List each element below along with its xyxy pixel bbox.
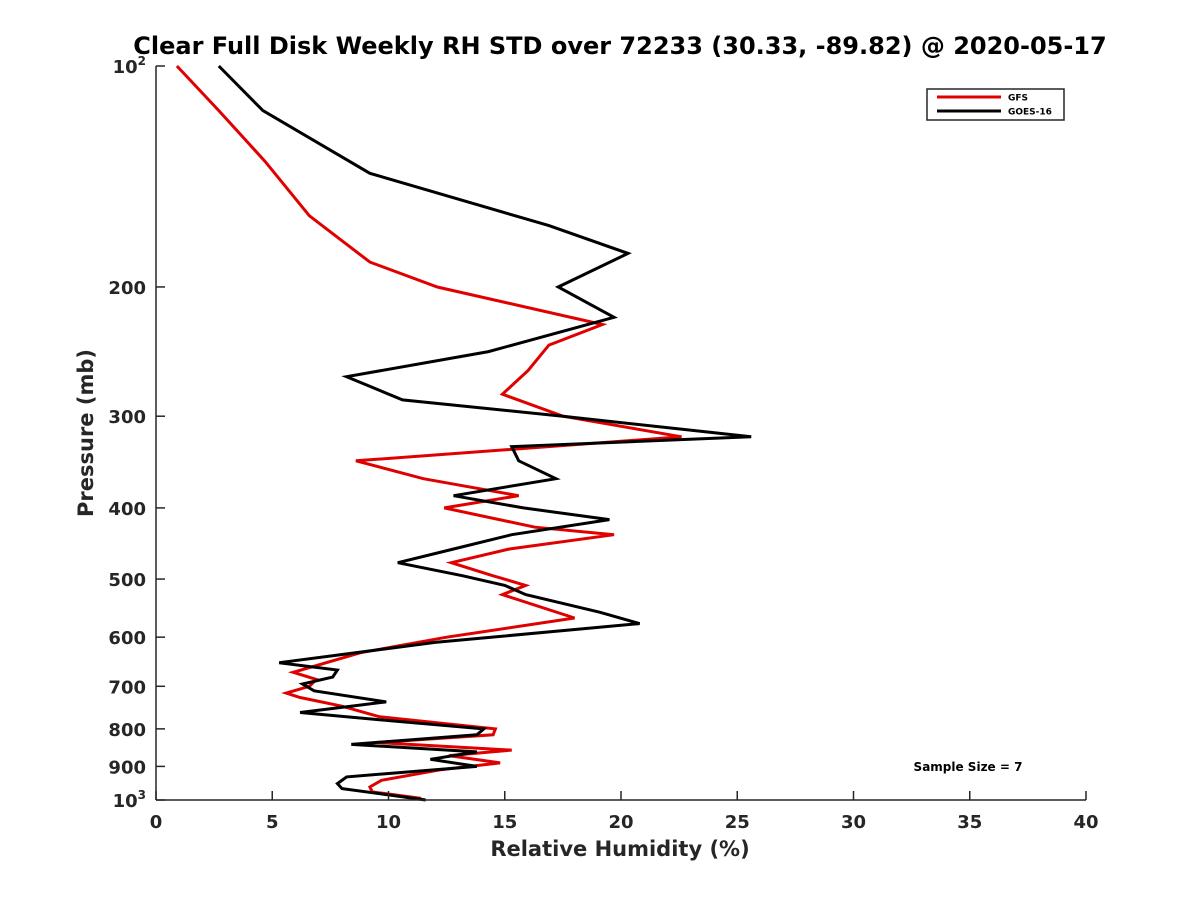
x-tick-label: 20	[608, 812, 633, 833]
x-tick-label: 0	[150, 812, 163, 833]
x-tick-label: 35	[957, 812, 982, 833]
axes: 0 5 10 15 20 25 30 35 40 102 200 300 400 500 600 700 800…	[108, 54, 1098, 833]
x-tick-label: 10	[376, 812, 401, 833]
legend-label: GOES-16	[1008, 108, 1052, 118]
x-tick-label: 25	[725, 812, 750, 833]
y-tick-label: 300	[108, 407, 146, 428]
legend-label: GFS	[1008, 94, 1028, 104]
x-tick-label: 30	[841, 812, 866, 833]
legend: GFS GOES-16	[926, 88, 1065, 121]
y-tick-label: 600	[108, 628, 146, 649]
y-tick-label: 700	[108, 677, 146, 698]
y-tick-label: 200	[108, 278, 146, 299]
plot-area	[175, 64, 752, 802]
sample-size-annotation: Sample Size = 7	[914, 760, 1023, 774]
y-tick-label: 900	[108, 757, 146, 778]
y-tick-label: 103	[113, 788, 146, 812]
x-tick-label: 5	[266, 812, 279, 833]
y-axis-label: Pressure (mb)	[74, 349, 98, 517]
y-tick-label: 500	[108, 570, 146, 591]
legend-box	[926, 88, 1065, 121]
x-tick-label: 15	[492, 812, 517, 833]
x-tick-label: 40	[1073, 812, 1098, 833]
y-tick-label: 800	[108, 720, 146, 741]
y-tick-label: 400	[108, 499, 146, 520]
chart-title: Clear Full Disk Weekly RH STD over 72233…	[133, 32, 1106, 60]
x-axis-label: Relative Humidity (%)	[490, 837, 749, 861]
y-tick-label: 102	[113, 54, 146, 78]
series-line-goes-16	[217, 64, 752, 802]
